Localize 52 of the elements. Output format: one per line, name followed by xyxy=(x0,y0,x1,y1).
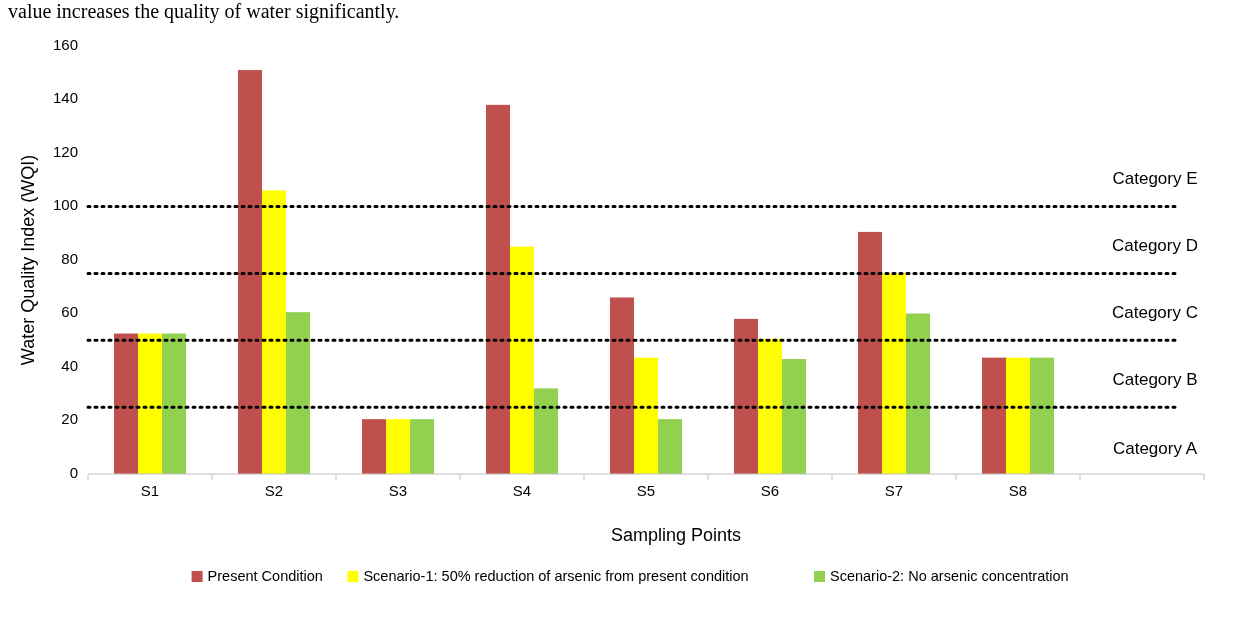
bar xyxy=(734,318,758,474)
bar xyxy=(658,419,682,474)
y-tick-label: 60 xyxy=(61,303,78,321)
legend-label: Present Condition xyxy=(207,567,323,584)
bar xyxy=(882,273,906,474)
bar xyxy=(386,419,410,474)
x-tick-label: S3 xyxy=(388,482,408,499)
y-tick-label: 160 xyxy=(52,35,78,53)
bar xyxy=(114,333,138,474)
legend-label: Scenario-1: 50% reduction of arsenic from present condition xyxy=(363,567,749,584)
y-tick-label: 100 xyxy=(52,196,78,214)
x-tick-label: S2 xyxy=(264,482,284,499)
x-tick-label: S1 xyxy=(140,482,160,499)
bar xyxy=(1006,357,1030,474)
x-tick-label: S8 xyxy=(1008,482,1028,499)
bar xyxy=(410,419,434,474)
x-tick-label: S4 xyxy=(512,482,532,499)
bar xyxy=(758,338,782,474)
annotation: Category E xyxy=(1112,168,1198,188)
bar xyxy=(286,312,310,474)
y-tick-label: 40 xyxy=(61,356,78,374)
bar xyxy=(610,297,634,474)
bar xyxy=(162,333,186,474)
y-tick-label: 140 xyxy=(52,89,78,107)
bar xyxy=(782,358,806,474)
y-axis-title: Water Quality Index (WQI) xyxy=(18,154,38,366)
bar xyxy=(486,104,510,474)
bar xyxy=(262,190,286,474)
annotation: Category C xyxy=(1112,302,1198,322)
annotation: Category A xyxy=(1112,439,1198,459)
x-tick-label: S6 xyxy=(760,482,780,499)
x-tick-label: S5 xyxy=(636,482,656,499)
bar xyxy=(1030,357,1054,474)
text: value increases the quality of water significantly. xyxy=(8,0,400,23)
annotation: Category D xyxy=(1112,235,1198,255)
x-tick-label: S7 xyxy=(884,482,904,499)
bar xyxy=(858,231,882,474)
bar xyxy=(138,333,162,474)
y-tick-label: 120 xyxy=(52,142,78,160)
y-tick-label: 80 xyxy=(61,249,78,267)
annotation: Category B xyxy=(1112,369,1198,389)
bar xyxy=(534,388,558,474)
x-axis-title: Sampling Points xyxy=(610,525,742,545)
bar xyxy=(362,419,386,474)
bar xyxy=(982,357,1006,474)
bar xyxy=(510,246,534,474)
y-tick-label: 20 xyxy=(61,410,78,428)
bar xyxy=(906,313,930,474)
legend-label: Scenario-2: No arsenic concentration xyxy=(830,567,1069,584)
bar xyxy=(238,70,262,474)
bar xyxy=(634,357,658,474)
y-tick-label: 0 xyxy=(69,463,78,481)
